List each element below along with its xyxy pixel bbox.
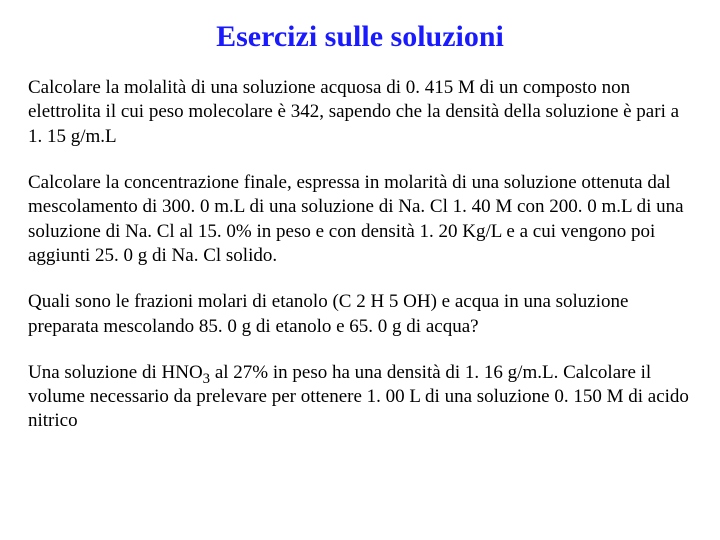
- exercise-paragraph: Calcolare la molalità di una soluzione a…: [28, 76, 692, 149]
- subscript: 3: [203, 371, 210, 387]
- exercise-paragraph: Una soluzione di HNO3 al 27% in peso ha …: [28, 361, 692, 434]
- exercise-paragraph: Quali sono le frazioni molari di etanolo…: [28, 290, 692, 339]
- exercise-paragraph: Calcolare la concentrazione finale, espr…: [28, 171, 692, 268]
- page-title: Esercizi sulle soluzioni: [28, 20, 692, 54]
